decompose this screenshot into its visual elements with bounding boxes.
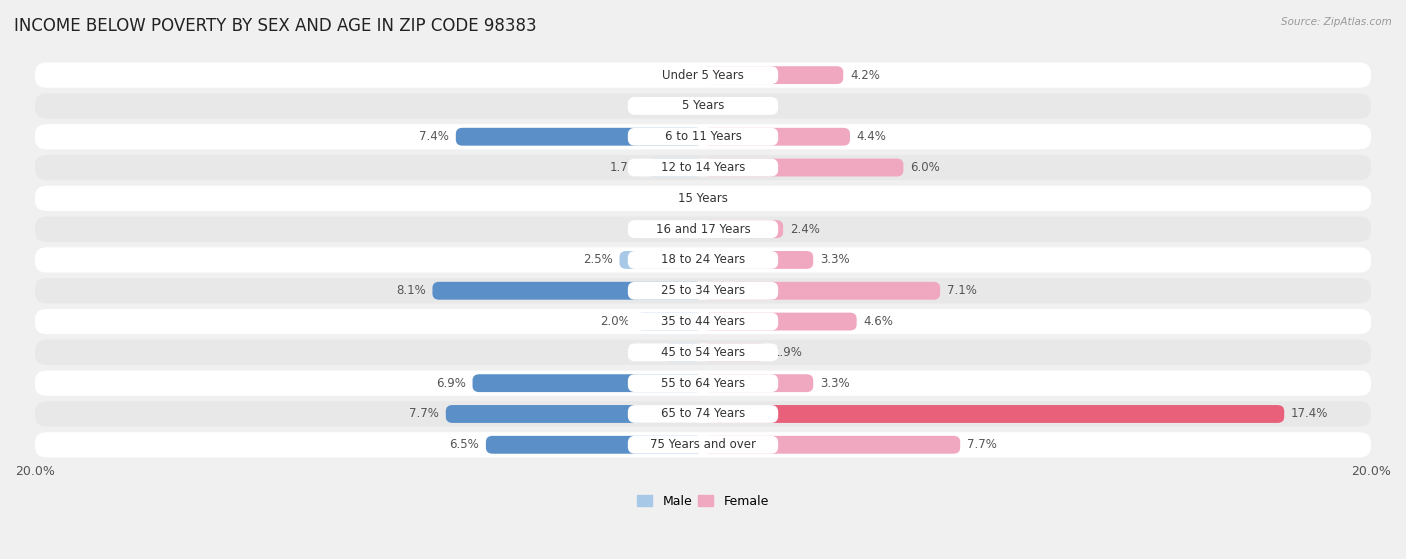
Text: 6.0%: 6.0% — [910, 161, 939, 174]
FancyBboxPatch shape — [703, 343, 766, 361]
FancyBboxPatch shape — [35, 432, 1371, 457]
Text: 18 to 24 Years: 18 to 24 Years — [661, 253, 745, 267]
Text: INCOME BELOW POVERTY BY SEX AND AGE IN ZIP CODE 98383: INCOME BELOW POVERTY BY SEX AND AGE IN Z… — [14, 17, 537, 35]
Text: 7.4%: 7.4% — [419, 130, 449, 143]
FancyBboxPatch shape — [35, 247, 1371, 273]
FancyBboxPatch shape — [628, 343, 778, 361]
Text: 75 Years and over: 75 Years and over — [650, 438, 756, 451]
FancyBboxPatch shape — [446, 405, 703, 423]
Text: 17.4%: 17.4% — [1291, 408, 1329, 420]
Text: 2.4%: 2.4% — [790, 222, 820, 236]
FancyBboxPatch shape — [35, 278, 1371, 304]
FancyBboxPatch shape — [703, 374, 813, 392]
FancyBboxPatch shape — [703, 282, 941, 300]
Text: 4.6%: 4.6% — [863, 315, 893, 328]
FancyBboxPatch shape — [35, 155, 1371, 180]
Text: 12 to 14 Years: 12 to 14 Years — [661, 161, 745, 174]
FancyBboxPatch shape — [703, 220, 783, 238]
Text: 0.0%: 0.0% — [666, 69, 696, 82]
FancyBboxPatch shape — [486, 436, 703, 454]
Text: 20.0%: 20.0% — [1351, 465, 1391, 478]
FancyBboxPatch shape — [647, 159, 703, 177]
FancyBboxPatch shape — [662, 343, 703, 361]
Text: 2.5%: 2.5% — [583, 253, 613, 267]
Text: 0.0%: 0.0% — [666, 192, 696, 205]
Text: 3.3%: 3.3% — [820, 377, 849, 390]
FancyBboxPatch shape — [472, 374, 703, 392]
FancyBboxPatch shape — [433, 282, 703, 300]
Text: 0.0%: 0.0% — [710, 100, 740, 112]
Text: 1.9%: 1.9% — [773, 346, 803, 359]
FancyBboxPatch shape — [628, 190, 778, 207]
Text: 4.2%: 4.2% — [851, 69, 880, 82]
Text: 15 Years: 15 Years — [678, 192, 728, 205]
FancyBboxPatch shape — [628, 128, 778, 146]
FancyBboxPatch shape — [703, 128, 851, 146]
FancyBboxPatch shape — [628, 251, 778, 269]
Text: 8.1%: 8.1% — [396, 285, 426, 297]
FancyBboxPatch shape — [703, 66, 844, 84]
Legend: Male, Female: Male, Female — [633, 490, 773, 513]
Text: 0.0%: 0.0% — [710, 192, 740, 205]
FancyBboxPatch shape — [628, 405, 778, 423]
FancyBboxPatch shape — [636, 312, 703, 330]
Text: 1.7%: 1.7% — [610, 161, 640, 174]
Text: 6 to 11 Years: 6 to 11 Years — [665, 130, 741, 143]
FancyBboxPatch shape — [703, 436, 960, 454]
FancyBboxPatch shape — [456, 128, 703, 146]
FancyBboxPatch shape — [628, 220, 778, 238]
FancyBboxPatch shape — [35, 93, 1371, 119]
FancyBboxPatch shape — [628, 312, 778, 330]
Text: 45 to 54 Years: 45 to 54 Years — [661, 346, 745, 359]
Text: 0.0%: 0.0% — [666, 100, 696, 112]
Text: 5 Years: 5 Years — [682, 100, 724, 112]
Text: 3.3%: 3.3% — [820, 253, 849, 267]
FancyBboxPatch shape — [703, 159, 904, 177]
Text: 6.9%: 6.9% — [436, 377, 465, 390]
Text: 7.1%: 7.1% — [946, 285, 977, 297]
FancyBboxPatch shape — [35, 124, 1371, 149]
Text: 25 to 34 Years: 25 to 34 Years — [661, 285, 745, 297]
FancyBboxPatch shape — [628, 97, 778, 115]
FancyBboxPatch shape — [35, 401, 1371, 427]
Text: 16 and 17 Years: 16 and 17 Years — [655, 222, 751, 236]
Text: 20.0%: 20.0% — [15, 465, 55, 478]
FancyBboxPatch shape — [703, 405, 1284, 423]
Text: 7.7%: 7.7% — [967, 438, 997, 451]
FancyBboxPatch shape — [628, 66, 778, 84]
FancyBboxPatch shape — [628, 436, 778, 454]
FancyBboxPatch shape — [35, 186, 1371, 211]
FancyBboxPatch shape — [35, 340, 1371, 365]
Text: 35 to 44 Years: 35 to 44 Years — [661, 315, 745, 328]
Text: 6.5%: 6.5% — [450, 438, 479, 451]
Text: 0.0%: 0.0% — [666, 222, 696, 236]
Text: 4.4%: 4.4% — [856, 130, 887, 143]
FancyBboxPatch shape — [703, 251, 813, 269]
Text: Source: ZipAtlas.com: Source: ZipAtlas.com — [1281, 17, 1392, 27]
Text: 1.2%: 1.2% — [626, 346, 657, 359]
Text: Under 5 Years: Under 5 Years — [662, 69, 744, 82]
Text: 2.0%: 2.0% — [600, 315, 630, 328]
FancyBboxPatch shape — [620, 251, 703, 269]
FancyBboxPatch shape — [35, 216, 1371, 242]
FancyBboxPatch shape — [703, 312, 856, 330]
FancyBboxPatch shape — [628, 282, 778, 300]
FancyBboxPatch shape — [628, 374, 778, 392]
Text: 55 to 64 Years: 55 to 64 Years — [661, 377, 745, 390]
FancyBboxPatch shape — [35, 371, 1371, 396]
FancyBboxPatch shape — [35, 63, 1371, 88]
FancyBboxPatch shape — [35, 309, 1371, 334]
FancyBboxPatch shape — [628, 159, 778, 177]
Text: 65 to 74 Years: 65 to 74 Years — [661, 408, 745, 420]
Text: 7.7%: 7.7% — [409, 408, 439, 420]
